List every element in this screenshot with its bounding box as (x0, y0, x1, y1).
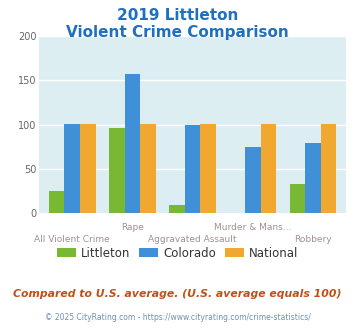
Bar (201, 124, 216, 213)
Text: Violent Crime Comparison: Violent Crime Comparison (66, 25, 289, 40)
Text: Murder & Mans...: Murder & Mans... (214, 222, 291, 232)
Text: 2019 Littleton: 2019 Littleton (117, 8, 238, 23)
Bar (290, 184, 305, 213)
Text: Compared to U.S. average. (U.S. average equals 100): Compared to U.S. average. (U.S. average … (13, 289, 342, 299)
Bar (80, 124, 95, 213)
Text: Aggravated Assault: Aggravated Assault (148, 235, 237, 244)
Bar (185, 124, 201, 213)
Bar (321, 124, 337, 213)
Bar (245, 147, 261, 213)
Text: Rape: Rape (121, 222, 144, 232)
Text: © 2025 CityRating.com - https://www.cityrating.com/crime-statistics/: © 2025 CityRating.com - https://www.city… (45, 313, 310, 322)
Legend: Littleton, Colorado, National: Littleton, Colorado, National (52, 242, 303, 264)
Bar (49, 191, 64, 213)
Bar (169, 205, 185, 213)
Bar (109, 128, 125, 213)
Text: All Violent Crime: All Violent Crime (34, 235, 110, 244)
Bar (64, 124, 80, 213)
Bar (305, 143, 321, 213)
Text: Robbery: Robbery (294, 235, 332, 244)
Bar (140, 124, 156, 213)
Bar (125, 74, 140, 213)
Bar (261, 124, 276, 213)
